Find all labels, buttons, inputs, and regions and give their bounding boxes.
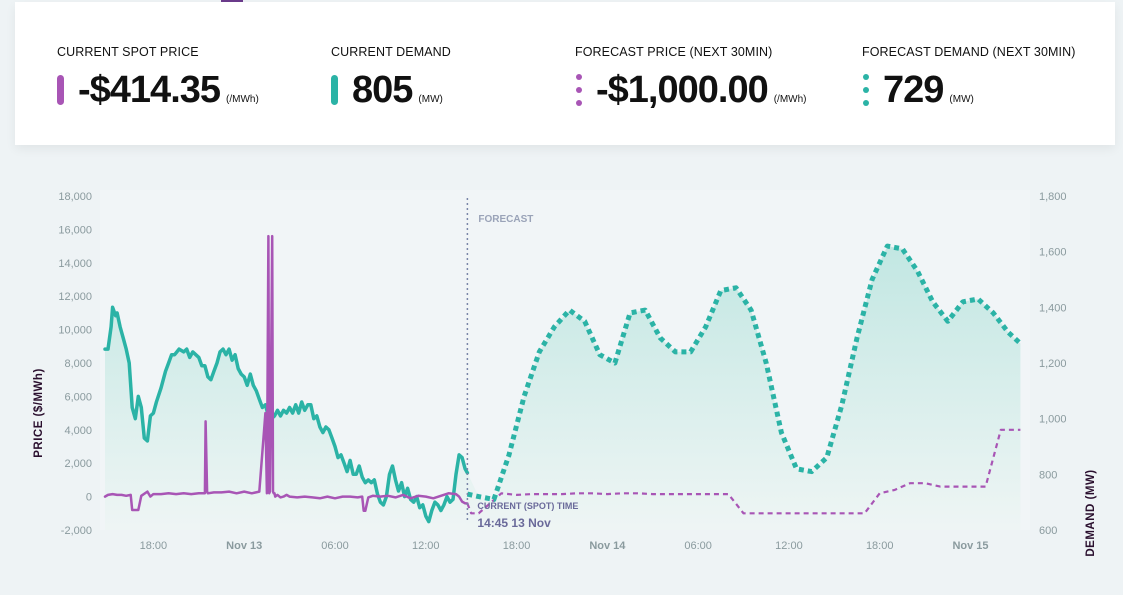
- x-tick-label: 06:00: [684, 540, 712, 552]
- x-tick-label: 06:00: [321, 540, 349, 552]
- stat-value: 805: [352, 69, 413, 111]
- active-tab-marker: [221, 0, 243, 3]
- y-right-tick-label: 1,400: [1039, 302, 1067, 314]
- y-right-tick-label: 800: [1039, 469, 1057, 481]
- price-forecast-line: [466, 428, 1021, 515]
- y-right-tick-label: 1,200: [1039, 358, 1067, 370]
- stat-unit: (MW): [949, 93, 974, 105]
- price-actual-line: [103, 234, 469, 513]
- current-time-label: CURRENT (SPOT) TIME: [477, 501, 578, 511]
- y-left-tick-label: 10,000: [58, 325, 92, 337]
- stat-unit: (/MWh): [773, 93, 807, 105]
- y-left-tick-label: 18,000: [58, 191, 92, 203]
- solid-price-indicator-icon: [57, 75, 64, 105]
- stat-unit: (/MWh): [226, 93, 259, 105]
- current-time-value: 14:45 13 Nov: [477, 516, 551, 530]
- stat-value: 729: [883, 69, 944, 111]
- y-left-tick-label: 0: [86, 492, 92, 504]
- solid-demand-indicator-icon: [331, 75, 338, 105]
- demand-actual-line: [103, 305, 470, 524]
- stat-label: CURRENT SPOT PRICE: [57, 45, 199, 59]
- y-right-tick-label: 600: [1039, 525, 1057, 537]
- x-tick-label: 18:00: [866, 540, 894, 552]
- dotted-demand-indicator-icon: [862, 74, 869, 106]
- x-tick-label: 12:00: [412, 540, 440, 552]
- y-right-tick-label: 1,600: [1039, 247, 1067, 259]
- stat-label: FORECAST DEMAND (NEXT 30MIN): [862, 45, 1076, 59]
- forecast-label: FORECAST: [478, 214, 533, 225]
- x-tick-label: Nov 15: [952, 540, 988, 552]
- x-tick-label: 18:00: [503, 540, 531, 552]
- dotted-price-indicator-icon: [575, 74, 582, 106]
- stat-label: CURRENT DEMAND: [331, 45, 451, 59]
- stat-unit: (MW): [418, 93, 443, 105]
- x-tick-label: 18:00: [140, 540, 168, 552]
- x-tick-label: 12:00: [775, 540, 803, 552]
- x-tick-label: Nov 13: [226, 540, 262, 552]
- demand-forecast-line: [466, 243, 1023, 502]
- y-left-tick-label: 6,000: [64, 391, 92, 403]
- y-right-tick-label: 1,000: [1039, 414, 1067, 426]
- x-tick-label: Nov 14: [589, 540, 626, 552]
- stats-card: CURRENT SPOT PRICE -$414.35 (/MWh) CURRE…: [15, 2, 1115, 145]
- y-axis-right-title: DEMAND (MW): [1085, 469, 1097, 556]
- stat-label: FORECAST PRICE (NEXT 30MIN): [575, 45, 773, 59]
- y-left-tick-label: -2,000: [61, 525, 92, 537]
- y-left-tick-label: 8,000: [64, 358, 92, 370]
- y-right-tick-label: 1,800: [1039, 191, 1067, 203]
- stat-value: -$1,000.00: [596, 69, 769, 111]
- y-axis-left-title: PRICE ($/MWh): [33, 368, 45, 458]
- stat-value: -$414.35: [78, 69, 221, 111]
- y-left-tick-label: 4,000: [64, 425, 92, 437]
- y-left-tick-label: 14,000: [58, 258, 92, 270]
- y-left-tick-label: 12,000: [58, 291, 92, 303]
- y-left-tick-label: 16,000: [58, 224, 92, 236]
- y-left-tick-label: 2,000: [64, 458, 92, 470]
